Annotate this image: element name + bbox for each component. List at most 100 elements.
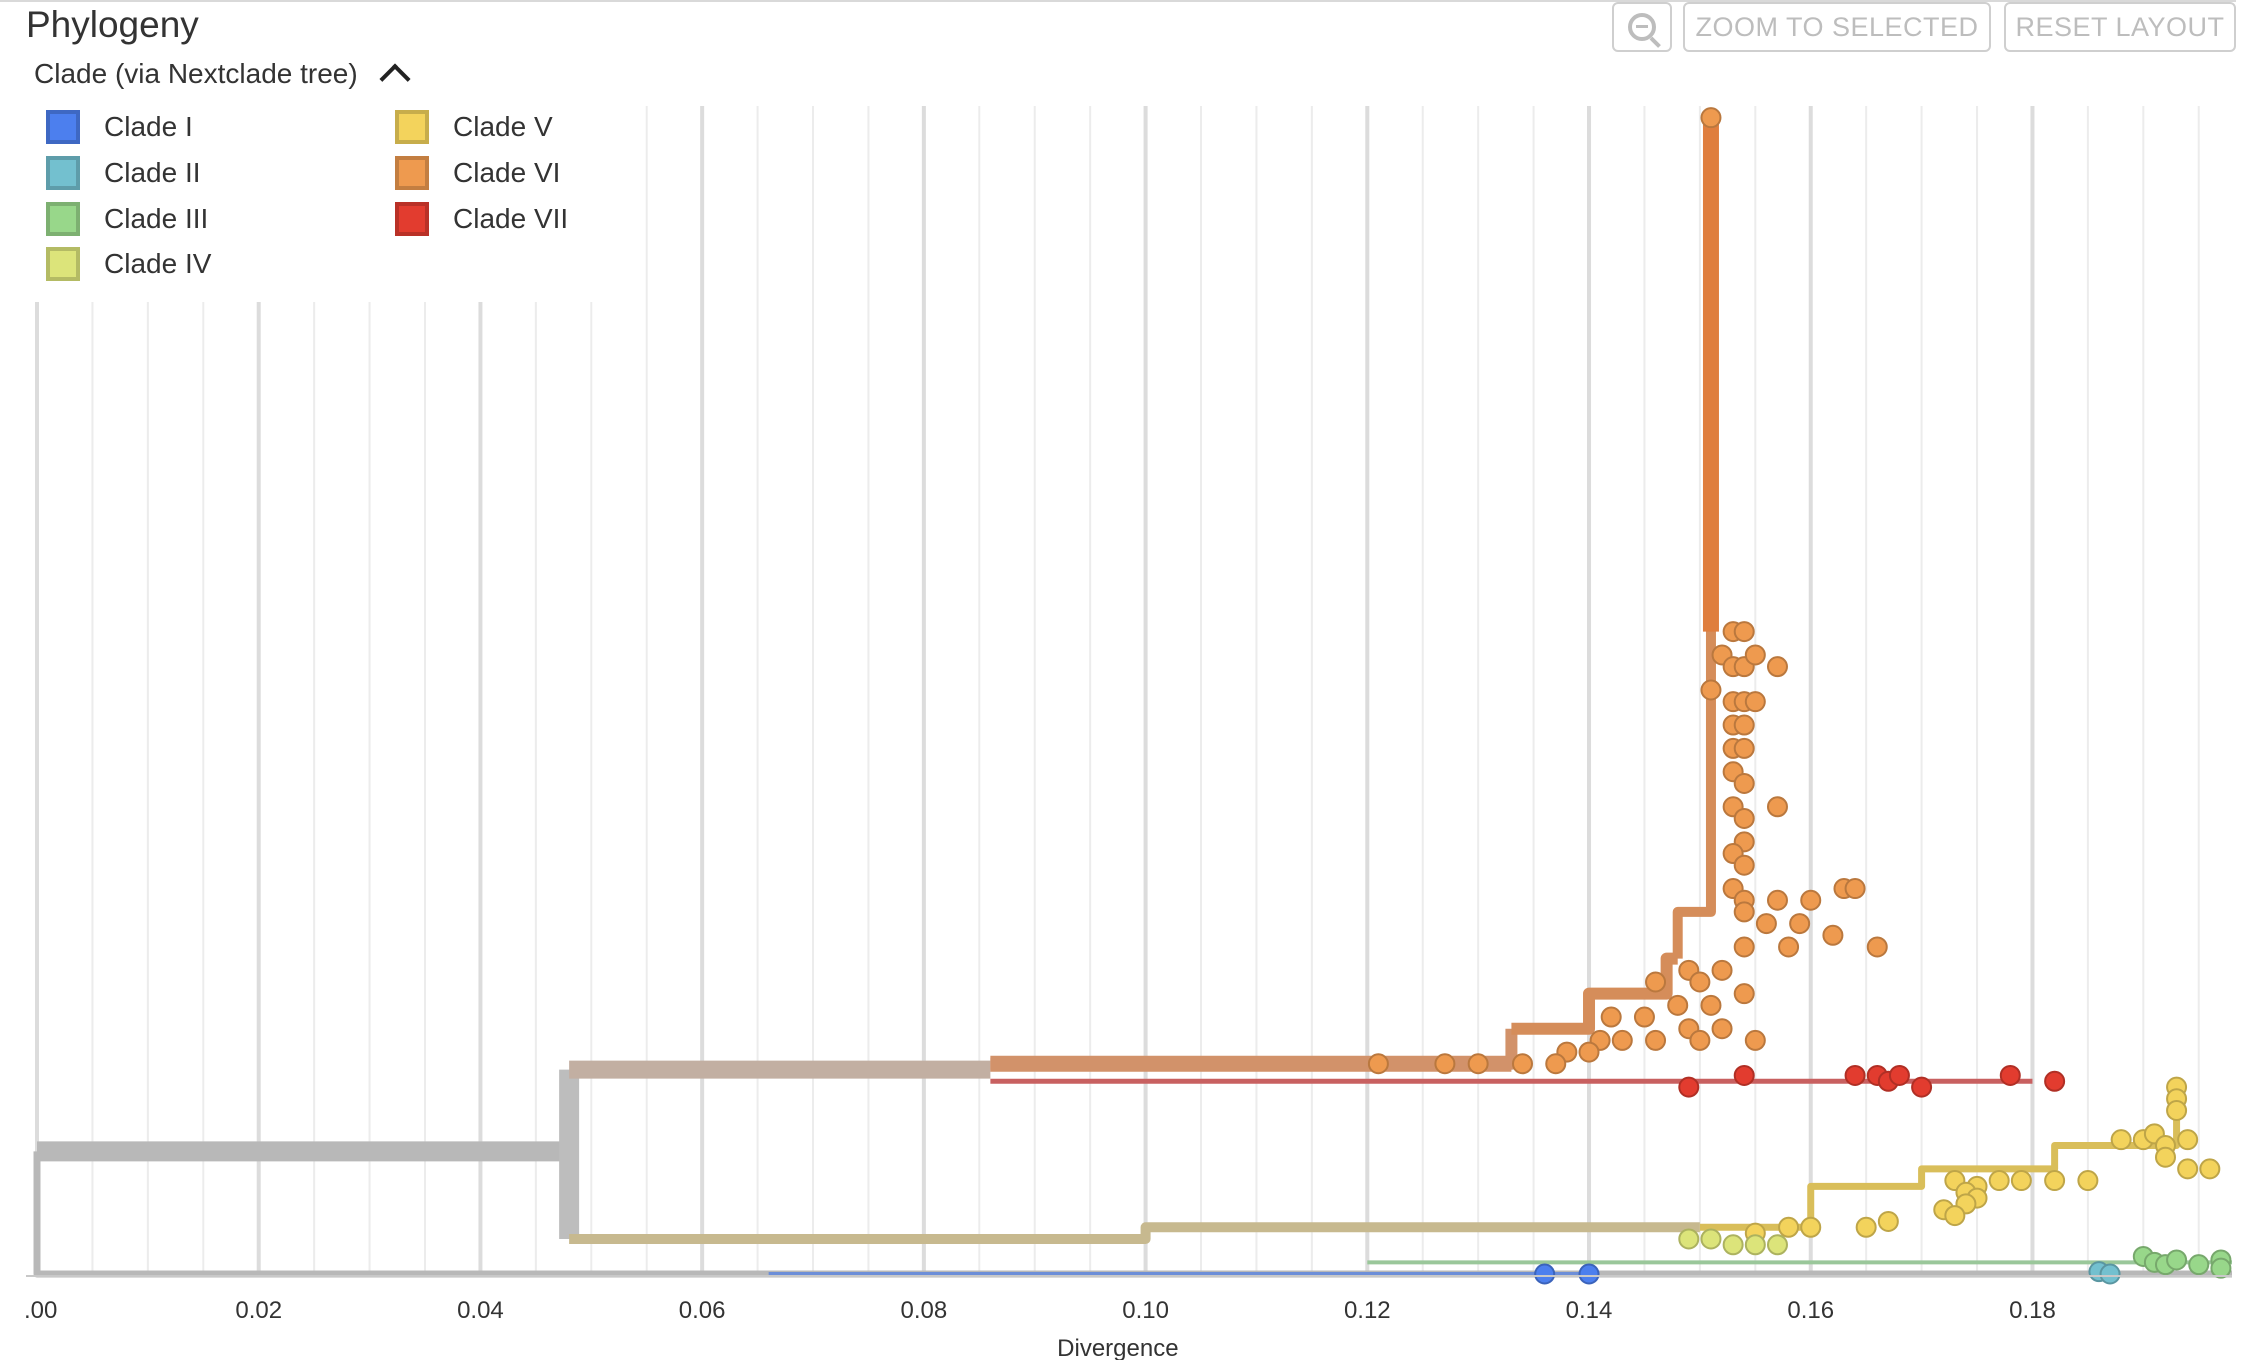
x-tick-label: 0.06 (679, 1297, 726, 1324)
legend-label: Clade III (104, 203, 209, 234)
x-tick-label: 0.02 (235, 1297, 282, 1324)
tree-tip[interactable] (1789, 913, 1811, 935)
tree-tip[interactable] (1678, 1076, 1700, 1098)
tree-tip[interactable] (1755, 913, 1777, 935)
tree-branch[interactable] (569, 1222, 1700, 1244)
legend-toggle[interactable]: Clade (via Nextclade tree) (34, 58, 411, 95)
legend-swatch (395, 156, 429, 190)
tree-tip[interactable] (2199, 1158, 2221, 1180)
tree-tip[interactable] (1700, 994, 1722, 1016)
tree-tip[interactable] (1667, 994, 1689, 1016)
tree-tip[interactable] (1545, 1053, 1567, 1075)
x-tick-label: .00 (24, 1297, 57, 1324)
tree-tip[interactable] (1700, 679, 1722, 701)
tree-tip[interactable] (1534, 1263, 1556, 1285)
tree-tip[interactable] (1678, 1228, 1700, 1250)
tree-tip[interactable] (1888, 1064, 1910, 1086)
tree-tip[interactable] (1733, 714, 1755, 736)
tree-tip[interactable] (1633, 1006, 1655, 1028)
tree-tip[interactable] (1689, 1029, 1711, 1051)
tree-tip[interactable] (1744, 644, 1766, 666)
tree-tip[interactable] (1467, 1053, 1489, 1075)
tree-tip[interactable] (1512, 1053, 1534, 1075)
tree-tip[interactable] (1988, 1170, 2010, 1192)
tree-tip[interactable] (1434, 1053, 1456, 1075)
tree-tip[interactable] (1866, 936, 1888, 958)
tree-tip[interactable] (1844, 878, 1866, 900)
tree-tip[interactable] (1733, 854, 1755, 876)
legend-item-clade-ii[interactable]: Clade II (46, 156, 201, 190)
tree-tip[interactable] (1766, 1234, 1788, 1256)
tree-tip[interactable] (1800, 889, 1822, 911)
tree-tip[interactable] (1733, 936, 1755, 958)
tree-tip[interactable] (1733, 901, 1755, 923)
zoom-to-selected-button[interactable]: ZOOM TO SELECTED (1683, 2, 1991, 52)
legend-label: Clade I (104, 111, 193, 142)
tree-tip[interactable] (1711, 959, 1733, 981)
legend-swatch (46, 156, 80, 190)
tree-branch[interactable] (33, 1151, 2232, 1278)
tree-tip[interactable] (1744, 1029, 1766, 1051)
tree-branch[interactable] (990, 1028, 1518, 1070)
legend-item-clade-iv[interactable]: Clade IV (46, 247, 211, 281)
tree-tip[interactable] (1722, 1234, 1744, 1256)
tree-tip[interactable] (1645, 1029, 1667, 1051)
tree-tip[interactable] (2010, 1170, 2032, 1192)
tree-tip[interactable] (1611, 1029, 1633, 1051)
tree-tip[interactable] (1600, 1006, 1622, 1028)
tree-tip[interactable] (1778, 1216, 1800, 1238)
tree-tip[interactable] (2044, 1070, 2066, 1092)
tree-tip[interactable] (2177, 1158, 2199, 1180)
x-tick-label: 0.18 (2009, 1297, 2056, 1324)
tree-tip[interactable] (1877, 1210, 1899, 1232)
tree-tip[interactable] (1733, 737, 1755, 759)
tree-tip[interactable] (1822, 924, 1844, 946)
tree-tip[interactable] (2110, 1129, 2132, 1151)
zoom-icon (1628, 13, 1656, 41)
tree-tip[interactable] (2099, 1263, 2121, 1285)
reset-layout-button[interactable]: RESET LAYOUT (2004, 2, 2236, 52)
tree-tip[interactable] (1733, 807, 1755, 829)
tree-tip[interactable] (1744, 1234, 1766, 1256)
tree-tip[interactable] (2154, 1146, 2176, 1168)
legend-item-clade-vii[interactable]: Clade VII (395, 202, 568, 236)
legend-item-clade-iii[interactable]: Clade III (46, 202, 208, 236)
tree-tip[interactable] (1367, 1053, 1389, 1075)
legend-item-clade-i[interactable]: Clade I (46, 110, 193, 144)
zoom-button[interactable] (1612, 2, 1672, 52)
tree-tip[interactable] (1733, 772, 1755, 794)
tree-tip[interactable] (1711, 1018, 1733, 1040)
legend-item-clade-v[interactable]: Clade V (395, 110, 553, 144)
legend-label: Clade VI (453, 157, 561, 188)
tree-tip[interactable] (1999, 1064, 2021, 1086)
tree-tip[interactable] (1700, 107, 1722, 129)
legend-item-clade-vi[interactable]: Clade VI (395, 156, 560, 190)
tree-tip[interactable] (1689, 971, 1711, 993)
tree-tip[interactable] (1778, 936, 1800, 958)
tree-tip[interactable] (2077, 1170, 2099, 1192)
tree-tip[interactable] (1911, 1076, 1933, 1098)
tree-tip[interactable] (1578, 1041, 1600, 1063)
tree-tip[interactable] (1944, 1205, 1966, 1227)
tree-tip[interactable] (1766, 889, 1788, 911)
tree-tip[interactable] (1844, 1064, 1866, 1086)
tree-tip[interactable] (1733, 983, 1755, 1005)
tree-tip[interactable] (1733, 621, 1755, 643)
tree-tip[interactable] (1800, 1216, 1822, 1238)
tree-tip[interactable] (2166, 1099, 2188, 1121)
tree-tip[interactable] (1733, 1064, 1755, 1086)
tree-tip[interactable] (1645, 971, 1667, 993)
tree-tip[interactable] (2210, 1257, 2232, 1279)
tree-tip[interactable] (1700, 1228, 1722, 1250)
tree-tip[interactable] (2188, 1254, 2210, 1276)
tree-tip[interactable] (2166, 1249, 2188, 1271)
tree-branch[interactable] (1511, 952, 1678, 1035)
tree-tip[interactable] (1766, 796, 1788, 818)
tree-tip[interactable] (1744, 691, 1766, 713)
tree-tip[interactable] (1578, 1263, 1600, 1285)
tree-tip[interactable] (2177, 1129, 2199, 1151)
tree-tip[interactable] (2044, 1170, 2066, 1192)
tree-tip[interactable] (1766, 656, 1788, 678)
tree-tip[interactable] (1855, 1216, 1877, 1238)
